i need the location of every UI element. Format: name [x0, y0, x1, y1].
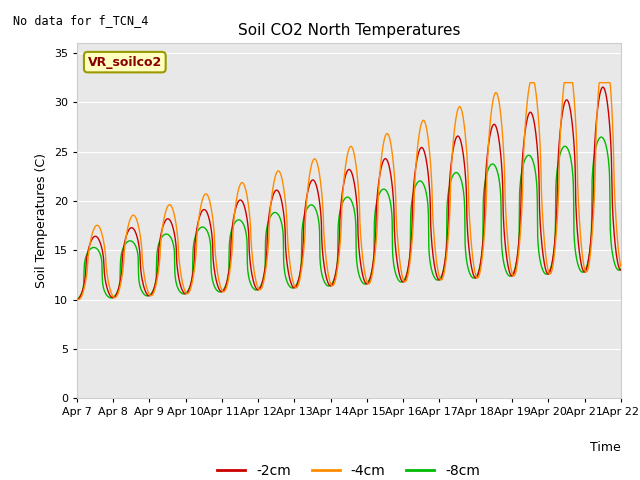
Legend: -2cm, -4cm, -8cm: -2cm, -4cm, -8cm [212, 458, 486, 480]
Text: No data for f_TCN_4: No data for f_TCN_4 [13, 14, 148, 27]
Text: VR_soilco2: VR_soilco2 [88, 56, 162, 69]
Text: Time: Time [590, 441, 621, 454]
Title: Soil CO2 North Temperatures: Soil CO2 North Temperatures [237, 23, 460, 38]
Y-axis label: Soil Temperatures (C): Soil Temperatures (C) [35, 153, 48, 288]
